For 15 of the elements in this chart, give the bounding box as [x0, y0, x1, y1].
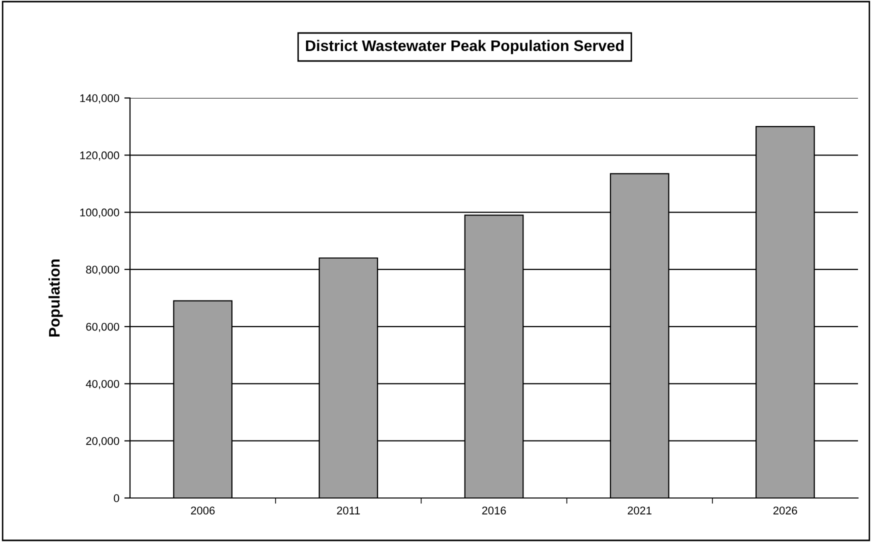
x-tick-label: 2026 — [773, 506, 798, 514]
y-tick-label: 120,000 — [80, 151, 120, 161]
y-tick-label: 140,000 — [80, 94, 120, 104]
y-tick-label: 100,000 — [80, 208, 120, 218]
x-tick-label: 2011 — [337, 506, 360, 514]
y-tick-label: 80,000 — [86, 266, 120, 275]
y-tick-label: 0 — [114, 494, 120, 502]
chart-title: District Wastewater Peak Population Served — [306, 40, 624, 54]
y-tick-label: 40,000 — [86, 380, 120, 390]
y-axis-title: Population — [48, 259, 63, 336]
y-tick-label: 20,000 — [86, 437, 120, 446]
y-tick-label: 60,000 — [86, 322, 120, 332]
x-tick-label: 2016 — [482, 506, 506, 514]
x-tick-label: 2021 — [628, 506, 652, 514]
x-tick-label: 2006 — [191, 506, 215, 514]
